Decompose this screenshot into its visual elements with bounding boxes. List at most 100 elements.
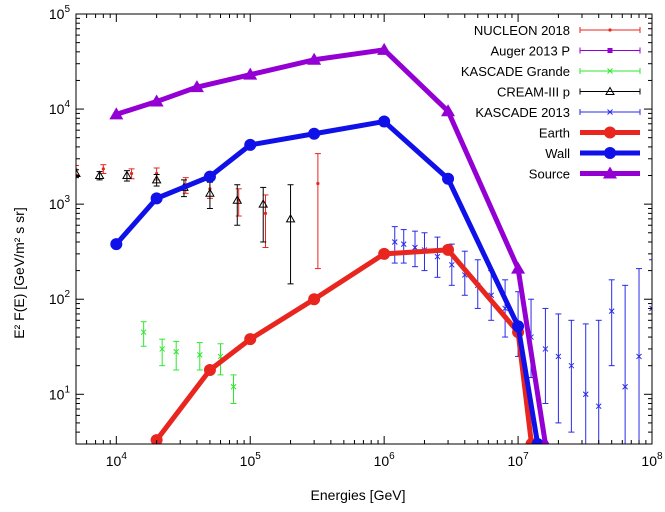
data-point	[308, 127, 321, 140]
data-point	[150, 434, 163, 444]
x-marker-stroke	[636, 353, 642, 360]
data-point	[122, 170, 132, 180]
data-point	[101, 167, 105, 171]
data-point	[203, 364, 216, 377]
data-point	[400, 241, 407, 247]
data-point	[378, 115, 391, 128]
x-marker-stroke	[434, 253, 441, 260]
legend-label: Wall	[545, 146, 570, 161]
legend-label: Source	[529, 167, 570, 182]
data-point	[316, 181, 320, 186]
data-point	[608, 308, 615, 314]
data-point	[129, 171, 134, 176]
legend-entry: Auger 2013 P	[490, 44, 641, 59]
data-point	[149, 94, 164, 107]
legend-marker	[608, 28, 612, 32]
x-marker-stroke	[159, 346, 166, 352]
legend-entry: KASCADE Grande	[461, 64, 641, 79]
data-point	[391, 239, 398, 245]
data-point	[173, 348, 180, 355]
legend-entry: Wall	[545, 146, 640, 161]
data-point	[285, 213, 296, 223]
data-point	[189, 80, 204, 93]
data-point	[140, 329, 147, 336]
legend-entry: KASCADE 2013	[475, 105, 641, 120]
data-point	[232, 195, 243, 204]
plot-area	[76, 42, 652, 444]
data-point	[110, 238, 123, 251]
data-point	[230, 383, 237, 390]
data-point	[159, 346, 166, 352]
x-tick-label: 104	[106, 451, 128, 469]
data-point	[94, 170, 105, 180]
x-marker-stroke	[607, 68, 613, 74]
x-marker-stroke	[622, 383, 628, 390]
series-kascade-grande	[140, 321, 237, 405]
series-line	[154, 247, 535, 444]
data-point	[258, 199, 269, 208]
y-axis-label: E² F(E) [GeV/m² s sr]	[11, 207, 27, 338]
data-point	[542, 346, 549, 352]
x-marker-stroke	[649, 305, 652, 310]
x-tick-label: 107	[508, 451, 530, 469]
data-point	[151, 174, 162, 184]
legend-label: Auger 2013 P	[490, 44, 570, 59]
x-marker-stroke	[607, 109, 613, 115]
legend-marker	[607, 109, 613, 115]
data-point	[243, 67, 258, 80]
y-tick-label: 101	[49, 384, 71, 402]
legend-marker	[607, 48, 613, 53]
legend-entry: CREAM-III p	[497, 85, 641, 100]
x-marker-stroke	[196, 351, 203, 358]
data-point	[150, 192, 163, 205]
data-point	[568, 362, 575, 369]
x-marker-stroke	[582, 391, 589, 398]
data-point	[541, 437, 550, 444]
legend-label: Earth	[539, 126, 570, 141]
data-point	[434, 253, 441, 260]
legend-entry: Source	[529, 166, 640, 182]
data-point	[595, 403, 602, 410]
x-marker-stroke	[400, 241, 407, 247]
x-marker-stroke	[173, 348, 180, 355]
legend-label: KASCADE Grande	[461, 64, 570, 79]
y-tick-label: 102	[49, 289, 71, 307]
data-point	[263, 211, 268, 215]
data-point	[531, 438, 544, 444]
x-tick-label: 106	[374, 451, 396, 469]
x-marker-stroke	[608, 308, 615, 314]
data-point	[203, 170, 216, 183]
legend-entry: Earth	[539, 126, 640, 141]
data-point	[441, 104, 456, 117]
data-point	[205, 188, 215, 197]
data-point	[378, 247, 391, 260]
data-point	[582, 391, 589, 398]
data-point	[244, 333, 257, 346]
data-point	[109, 107, 124, 120]
x-marker-stroke	[391, 239, 398, 245]
data-point	[511, 261, 526, 274]
x-marker-stroke	[555, 353, 562, 360]
x-marker-stroke	[568, 362, 575, 369]
data-point	[448, 261, 455, 268]
x-marker-stroke	[542, 346, 549, 352]
series-kascade-2013	[391, 226, 652, 444]
legend-marker	[604, 147, 616, 159]
data-point	[196, 351, 203, 358]
data-point	[442, 243, 455, 256]
x-marker-stroke	[595, 403, 602, 410]
y-tick-label: 104	[49, 99, 71, 117]
legend-label: NUCLEON 2018	[474, 23, 570, 38]
x-marker-stroke	[649, 307, 652, 312]
data-point	[76, 168, 81, 178]
y-tick-label: 105	[49, 4, 71, 22]
data-point	[622, 383, 628, 390]
y-tick-label: 103	[49, 194, 71, 212]
series-wall	[110, 115, 544, 444]
x-marker-stroke	[448, 261, 455, 268]
data-point	[512, 320, 525, 333]
series-nucleon-2018	[76, 153, 321, 270]
plot-frame	[75, 13, 653, 445]
data-point	[636, 353, 642, 360]
